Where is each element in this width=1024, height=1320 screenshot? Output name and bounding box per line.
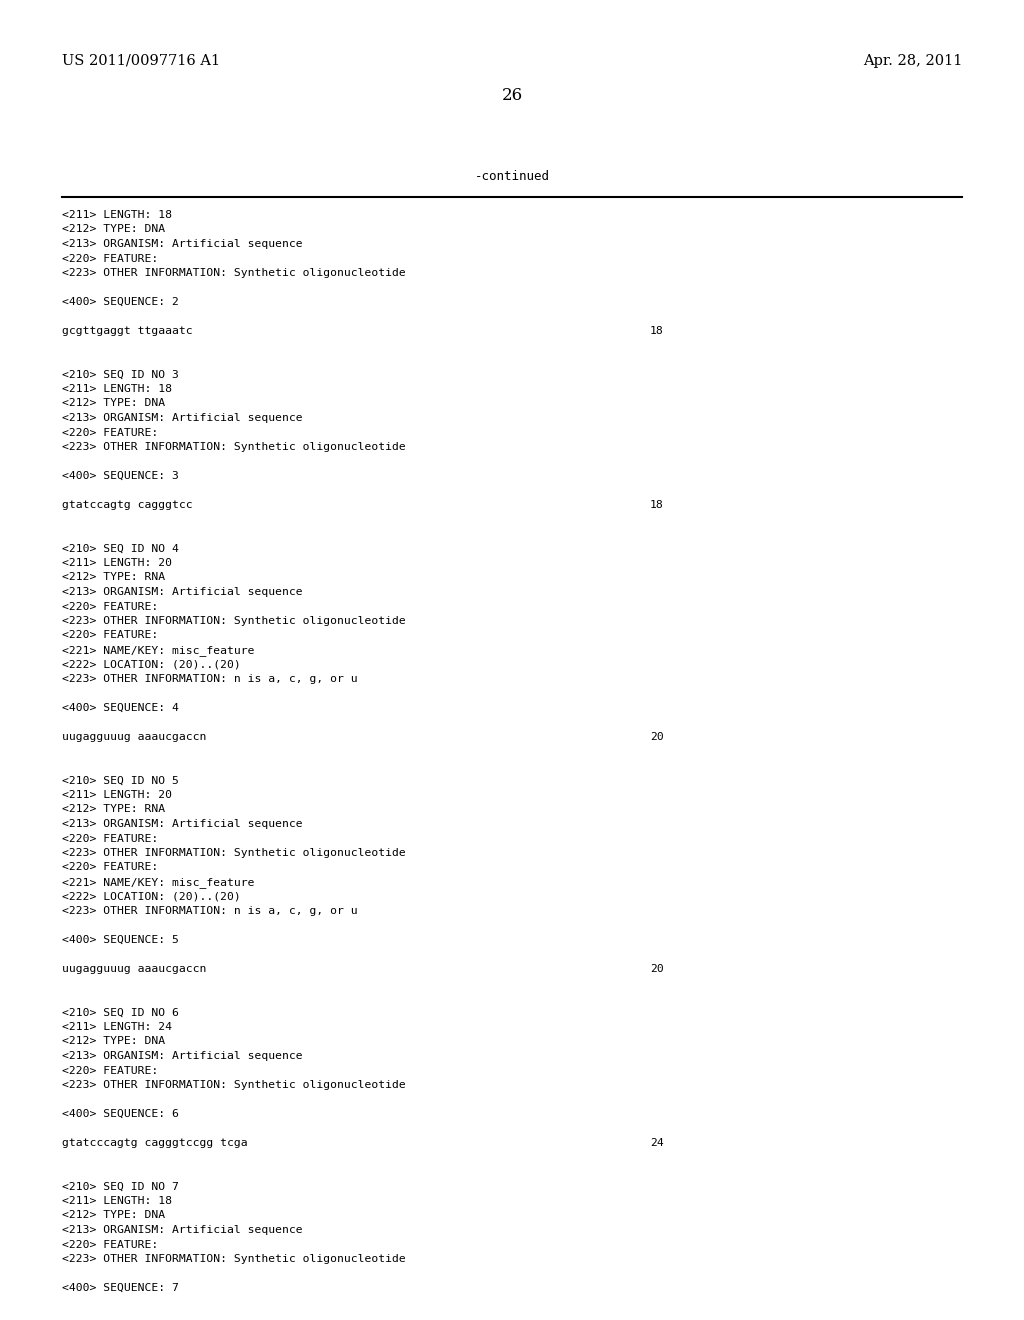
Text: 24: 24	[650, 1138, 664, 1148]
Text: <223> OTHER INFORMATION: Synthetic oligonucleotide: <223> OTHER INFORMATION: Synthetic oligo…	[62, 847, 406, 858]
Text: <210> SEQ ID NO 3: <210> SEQ ID NO 3	[62, 370, 179, 380]
Text: <212> TYPE: DNA: <212> TYPE: DNA	[62, 224, 165, 235]
Text: <220> FEATURE:: <220> FEATURE:	[62, 862, 159, 873]
Text: <220> FEATURE:: <220> FEATURE:	[62, 631, 159, 640]
Text: Apr. 28, 2011: Apr. 28, 2011	[862, 54, 962, 69]
Text: 26: 26	[502, 87, 522, 104]
Text: gcgttgaggt ttgaaatc: gcgttgaggt ttgaaatc	[62, 326, 193, 337]
Text: <223> OTHER INFORMATION: Synthetic oligonucleotide: <223> OTHER INFORMATION: Synthetic oligo…	[62, 616, 406, 626]
Text: <221> NAME/KEY: misc_feature: <221> NAME/KEY: misc_feature	[62, 645, 255, 656]
Text: gtatcccagtg cagggtccgg tcga: gtatcccagtg cagggtccgg tcga	[62, 1138, 248, 1148]
Text: US 2011/0097716 A1: US 2011/0097716 A1	[62, 54, 220, 69]
Text: <210> SEQ ID NO 7: <210> SEQ ID NO 7	[62, 1181, 179, 1192]
Text: <211> LENGTH: 20: <211> LENGTH: 20	[62, 558, 172, 568]
Text: <211> LENGTH: 18: <211> LENGTH: 18	[62, 384, 172, 393]
Text: <212> TYPE: RNA: <212> TYPE: RNA	[62, 573, 165, 582]
Text: <222> LOCATION: (20)..(20): <222> LOCATION: (20)..(20)	[62, 891, 241, 902]
Text: <220> FEATURE:: <220> FEATURE:	[62, 1065, 159, 1076]
Text: 20: 20	[650, 733, 664, 742]
Text: -continued: -continued	[474, 170, 550, 183]
Text: <220> FEATURE:: <220> FEATURE:	[62, 1239, 159, 1250]
Text: <223> OTHER INFORMATION: Synthetic oligonucleotide: <223> OTHER INFORMATION: Synthetic oligo…	[62, 268, 406, 279]
Text: <221> NAME/KEY: misc_feature: <221> NAME/KEY: misc_feature	[62, 876, 255, 888]
Text: <400> SEQUENCE: 6: <400> SEQUENCE: 6	[62, 1109, 179, 1119]
Text: <213> ORGANISM: Artificial sequence: <213> ORGANISM: Artificial sequence	[62, 818, 303, 829]
Text: <210> SEQ ID NO 5: <210> SEQ ID NO 5	[62, 776, 179, 785]
Text: <211> LENGTH: 18: <211> LENGTH: 18	[62, 210, 172, 220]
Text: <211> LENGTH: 24: <211> LENGTH: 24	[62, 1022, 172, 1032]
Text: gtatccagtg cagggtcc: gtatccagtg cagggtcc	[62, 500, 193, 510]
Text: <223> OTHER INFORMATION: n is a, c, g, or u: <223> OTHER INFORMATION: n is a, c, g, o…	[62, 675, 357, 684]
Text: <210> SEQ ID NO 6: <210> SEQ ID NO 6	[62, 1007, 179, 1018]
Text: <400> SEQUENCE: 4: <400> SEQUENCE: 4	[62, 704, 179, 713]
Text: <223> OTHER INFORMATION: Synthetic oligonucleotide: <223> OTHER INFORMATION: Synthetic oligo…	[62, 1080, 406, 1090]
Text: uugagguuug aaaucgaccn: uugagguuug aaaucgaccn	[62, 733, 207, 742]
Text: <220> FEATURE:: <220> FEATURE:	[62, 602, 159, 611]
Text: <223> OTHER INFORMATION: Synthetic oligonucleotide: <223> OTHER INFORMATION: Synthetic oligo…	[62, 442, 406, 451]
Text: <213> ORGANISM: Artificial sequence: <213> ORGANISM: Artificial sequence	[62, 413, 303, 422]
Text: <211> LENGTH: 20: <211> LENGTH: 20	[62, 789, 172, 800]
Text: <400> SEQUENCE: 2: <400> SEQUENCE: 2	[62, 297, 179, 308]
Text: 18: 18	[650, 326, 664, 337]
Text: <212> TYPE: DNA: <212> TYPE: DNA	[62, 1036, 165, 1047]
Text: <212> TYPE: DNA: <212> TYPE: DNA	[62, 399, 165, 408]
Text: 18: 18	[650, 500, 664, 510]
Text: <213> ORGANISM: Artificial sequence: <213> ORGANISM: Artificial sequence	[62, 587, 303, 597]
Text: <210> SEQ ID NO 4: <210> SEQ ID NO 4	[62, 544, 179, 553]
Text: <212> TYPE: RNA: <212> TYPE: RNA	[62, 804, 165, 814]
Text: <213> ORGANISM: Artificial sequence: <213> ORGANISM: Artificial sequence	[62, 1051, 303, 1061]
Text: <213> ORGANISM: Artificial sequence: <213> ORGANISM: Artificial sequence	[62, 1225, 303, 1236]
Text: <223> OTHER INFORMATION: n is a, c, g, or u: <223> OTHER INFORMATION: n is a, c, g, o…	[62, 906, 357, 916]
Text: <400> SEQUENCE: 3: <400> SEQUENCE: 3	[62, 471, 179, 480]
Text: <211> LENGTH: 18: <211> LENGTH: 18	[62, 1196, 172, 1206]
Text: uugagguuug aaaucgaccn: uugagguuug aaaucgaccn	[62, 964, 207, 974]
Text: <222> LOCATION: (20)..(20): <222> LOCATION: (20)..(20)	[62, 660, 241, 669]
Text: <400> SEQUENCE: 7: <400> SEQUENCE: 7	[62, 1283, 179, 1294]
Text: <220> FEATURE:: <220> FEATURE:	[62, 253, 159, 264]
Text: <223> OTHER INFORMATION: Synthetic oligonucleotide: <223> OTHER INFORMATION: Synthetic oligo…	[62, 1254, 406, 1265]
Text: <220> FEATURE:: <220> FEATURE:	[62, 428, 159, 437]
Text: 20: 20	[650, 964, 664, 974]
Text: <213> ORGANISM: Artificial sequence: <213> ORGANISM: Artificial sequence	[62, 239, 303, 249]
Text: <220> FEATURE:: <220> FEATURE:	[62, 833, 159, 843]
Text: <212> TYPE: DNA: <212> TYPE: DNA	[62, 1210, 165, 1221]
Text: <400> SEQUENCE: 5: <400> SEQUENCE: 5	[62, 935, 179, 945]
